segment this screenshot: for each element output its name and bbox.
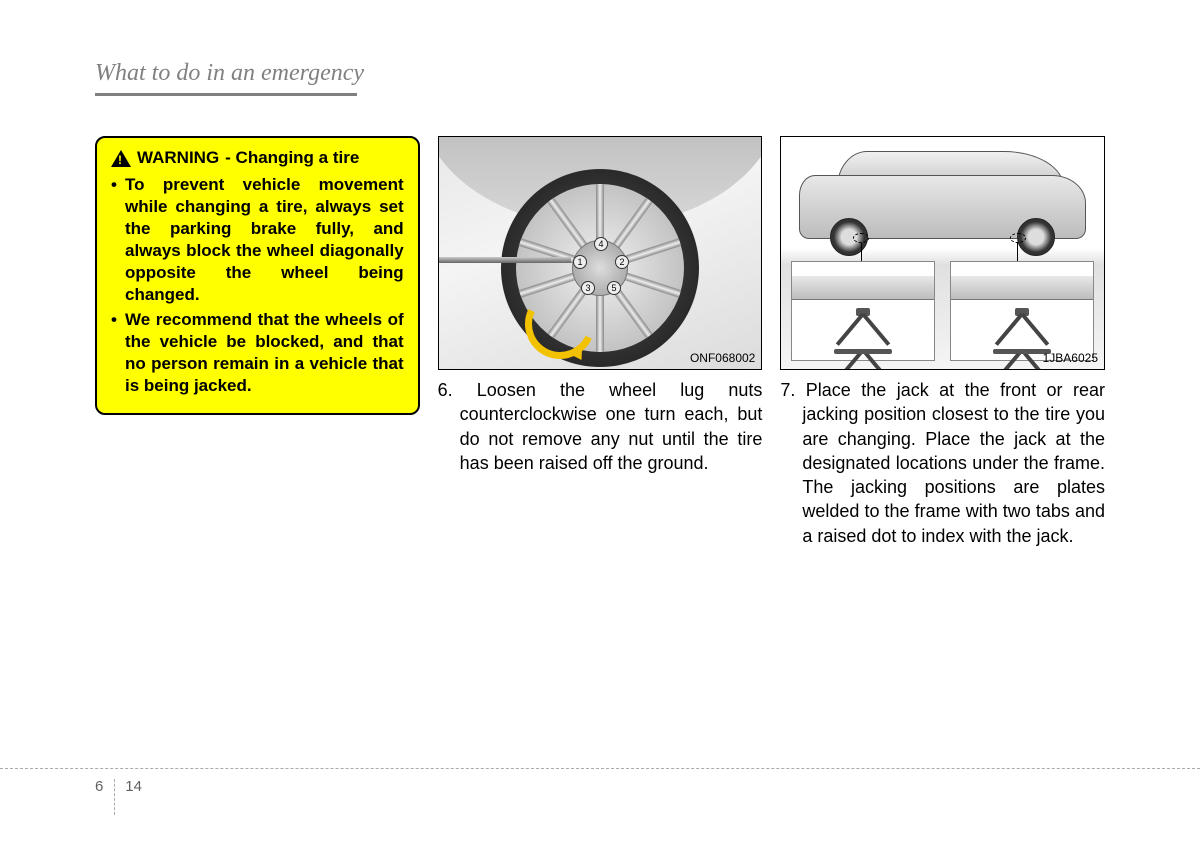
warning-item: To prevent vehicle movement while changi… xyxy=(111,174,404,307)
footer-rule xyxy=(0,768,1200,769)
warning-heading: WARNING - Changing a tire xyxy=(111,148,404,168)
warning-label: WARNING xyxy=(137,148,219,168)
warning-box: WARNING - Changing a tire To prevent veh… xyxy=(95,136,420,415)
wheel-illustration: 4 2 5 3 1 xyxy=(439,137,762,369)
lug-nut-4: 4 xyxy=(594,237,608,251)
section-title: What to do in an emergency xyxy=(95,60,1105,87)
header-rule xyxy=(95,93,357,96)
lug-wrench-icon xyxy=(438,257,571,263)
ccw-arrow-icon xyxy=(525,289,595,359)
column-2: 4 2 5 3 1 ONF068002 xyxy=(438,136,763,548)
scissor-jack-icon xyxy=(987,308,1057,354)
car-jack-illustration xyxy=(781,137,1104,369)
warning-list: To prevent vehicle movement while changi… xyxy=(111,174,404,397)
page-number: 14 xyxy=(125,778,142,795)
scissor-jack-icon xyxy=(828,308,898,354)
lug-nut-5: 5 xyxy=(607,281,621,295)
step-6-text: 6. Loosen the wheel lug nuts countercloc… xyxy=(438,378,763,475)
column-3: 1JBA6025 7. Place the jack at the front … xyxy=(780,136,1105,548)
manual-page: What to do in an emergency WARNING - Cha… xyxy=(0,0,1200,861)
figure-code: 1JBA6025 xyxy=(1043,351,1098,365)
step-7-text: 7. Place the jack at the front or rear j… xyxy=(780,378,1105,548)
figure-code: ONF068002 xyxy=(690,351,755,365)
warning-subtitle: - Changing a tire xyxy=(225,148,359,168)
page-footer: 6 14 xyxy=(95,769,142,789)
figure-wheel: 4 2 5 3 1 ONF068002 xyxy=(438,136,763,370)
warning-triangle-icon xyxy=(111,150,131,167)
lug-nut-1: 1 xyxy=(573,255,587,269)
jack-detail-rear xyxy=(950,261,1094,361)
footer-divider xyxy=(114,779,115,815)
column-1: WARNING - Changing a tire To prevent veh… xyxy=(95,136,420,548)
figure-jack: 1JBA6025 xyxy=(780,136,1105,370)
warning-item: We recommend that the wheels of the vehi… xyxy=(111,309,404,397)
jack-detail-front xyxy=(791,261,935,361)
lug-nut-2: 2 xyxy=(615,255,629,269)
chapter-number: 6 xyxy=(95,778,103,795)
content-row: WARNING - Changing a tire To prevent veh… xyxy=(95,136,1105,548)
